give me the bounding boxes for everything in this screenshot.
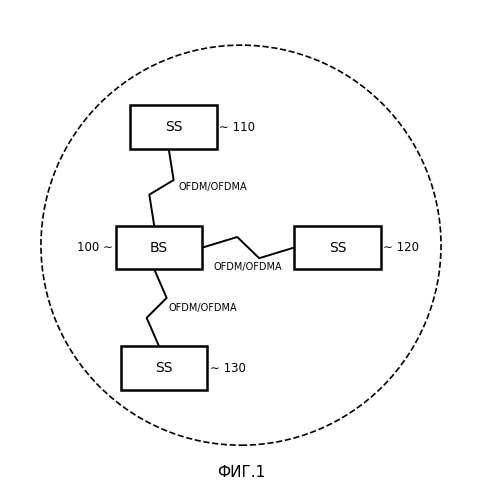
Text: OFDM/OFDMA: OFDM/OFDMA xyxy=(178,182,247,192)
Text: SS: SS xyxy=(155,361,173,375)
Text: ∼ 110: ∼ 110 xyxy=(219,120,255,134)
Text: ∼ 120: ∼ 120 xyxy=(383,241,419,254)
FancyBboxPatch shape xyxy=(130,106,217,149)
Text: OFDM/OFDMA: OFDM/OFDMA xyxy=(169,303,237,313)
Text: 100 ∼: 100 ∼ xyxy=(78,241,113,254)
FancyBboxPatch shape xyxy=(120,346,207,390)
Text: SS: SS xyxy=(329,240,346,254)
Text: ∼ 130: ∼ 130 xyxy=(210,362,245,374)
Text: SS: SS xyxy=(165,120,182,134)
FancyBboxPatch shape xyxy=(294,226,381,270)
Text: ФИГ.1: ФИГ.1 xyxy=(217,466,265,480)
Text: OFDM/OFDMA: OFDM/OFDMA xyxy=(214,262,282,272)
Text: BS: BS xyxy=(150,240,168,254)
FancyBboxPatch shape xyxy=(116,226,202,270)
